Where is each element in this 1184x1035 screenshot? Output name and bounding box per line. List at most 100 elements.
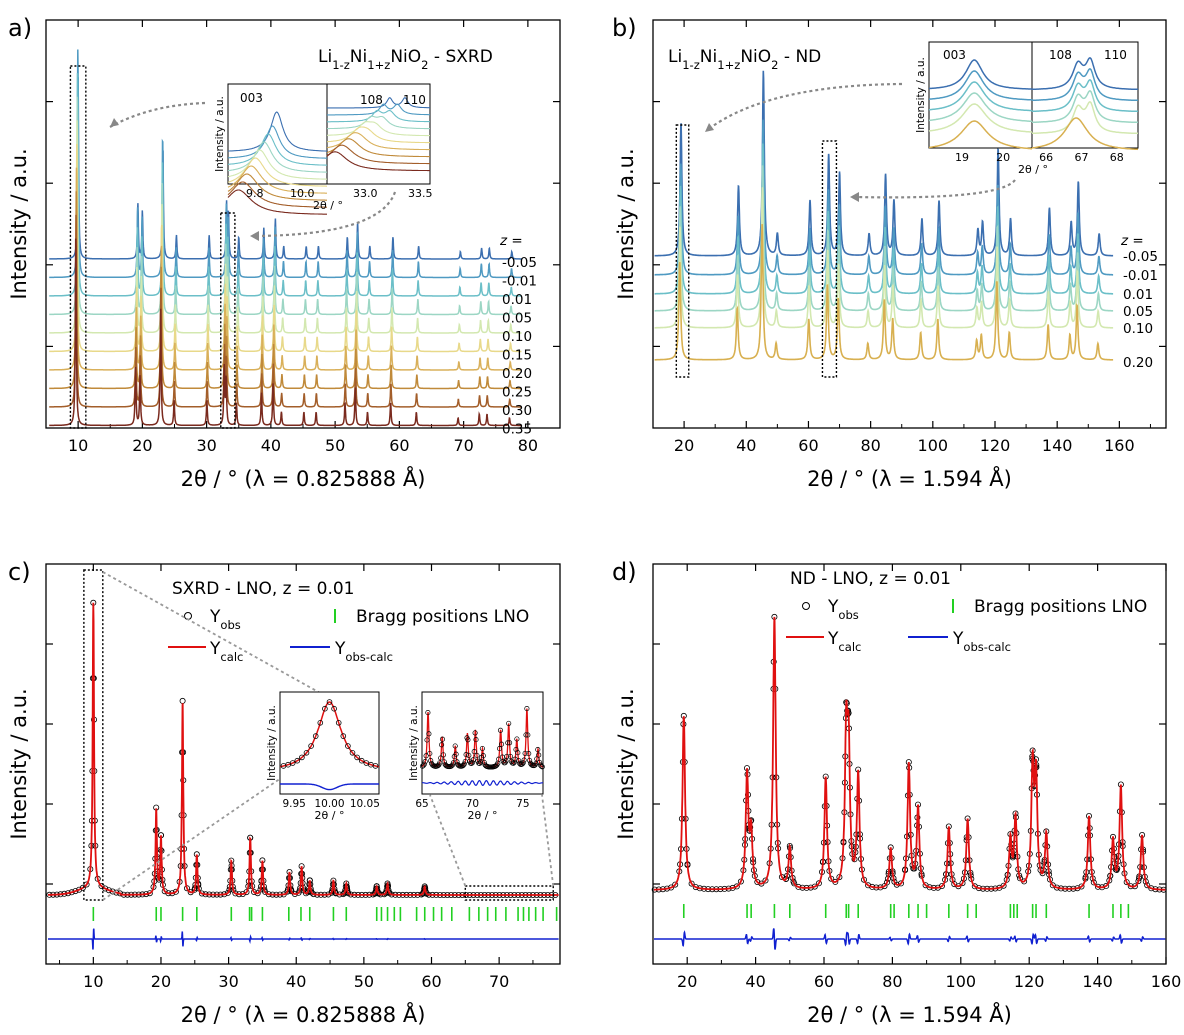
x-tick-label: 120 xyxy=(980,436,1011,455)
inset1-y-label: Intensity / a.u. xyxy=(266,705,278,781)
inset2-point xyxy=(523,732,529,738)
inset1-tick: 10.00 xyxy=(314,798,344,810)
inset2-x-label: 2θ / ° xyxy=(468,809,498,822)
calc-line xyxy=(48,602,559,896)
inset2-point xyxy=(533,760,539,767)
inset1-point xyxy=(326,699,333,705)
x-tick-label: 60 xyxy=(798,436,818,455)
inset2-point xyxy=(422,759,428,765)
legend-calc-label: Ycalc xyxy=(209,639,243,664)
inset2-point xyxy=(453,751,459,757)
observed-point xyxy=(815,880,822,887)
inset-left-line-1 xyxy=(928,70,1032,101)
observed-point xyxy=(733,883,740,890)
y-axis-label: Intensity / a.u. xyxy=(7,148,31,299)
inset2-point xyxy=(507,753,514,760)
x-tick-label: 40 xyxy=(261,436,281,455)
arrow-head-2 xyxy=(850,192,859,202)
y-axis-label: Intensity / a.u. xyxy=(614,688,638,839)
inset-tick: 9.8 xyxy=(246,187,264,200)
x-tick-label: 60 xyxy=(421,972,441,991)
inset2-diff xyxy=(422,779,544,787)
x-tick-label: 80 xyxy=(882,972,902,991)
observed-point xyxy=(161,888,168,895)
observed-point xyxy=(1078,883,1085,890)
x-tick-label: 140 xyxy=(1082,972,1113,991)
x-axis-label: 2θ / ° (λ = 1.594 Å) xyxy=(807,1001,1012,1027)
inset-y-label: Intensity / a.u. xyxy=(214,96,226,172)
inset2-point xyxy=(538,763,544,769)
panel-a: 10 20 30 40 50 60 70 80 2θ / ° (λ = 0.825888 Å) I… xyxy=(7,14,561,491)
legend-calc-label: Ycalc xyxy=(827,629,861,654)
inset2-point xyxy=(470,757,476,763)
inset2-point xyxy=(524,706,530,712)
inset2-point xyxy=(480,753,486,759)
series-line-1 xyxy=(49,49,522,279)
inset-left-line-4 xyxy=(227,149,327,180)
inset-left-line-2 xyxy=(228,133,327,166)
observed-point xyxy=(1144,882,1151,889)
x-tick-label: 30 xyxy=(196,436,216,455)
x-tick-label: 140 xyxy=(1042,436,1073,455)
inset1-point xyxy=(322,705,328,712)
legend-bragg-label: Bragg positions LNO xyxy=(974,597,1147,617)
legend-obs-label: Yobs xyxy=(209,607,241,632)
inset-right-line-7 xyxy=(326,138,430,158)
inset2-point xyxy=(427,750,433,757)
x-tick-label: 70 xyxy=(489,972,509,991)
observed-points xyxy=(651,613,1167,893)
observed-point xyxy=(76,886,83,893)
series-line-4 xyxy=(654,187,1114,329)
series-line-4 xyxy=(49,120,522,334)
panel-title: ND - LNO, z = 0.01 xyxy=(790,569,951,589)
x-tick-label: 30 xyxy=(218,972,238,991)
inset-tick: 67 xyxy=(1074,151,1088,164)
highlight-box-108 xyxy=(220,212,236,429)
inset2-point xyxy=(437,760,443,766)
panel-c: 10 20 30 40 50 60 70 2θ / ° (λ = 0.825888 Å) Int… xyxy=(7,558,561,1027)
highlight-box-108 xyxy=(821,140,838,378)
inset1-point xyxy=(289,760,296,766)
plot-frame xyxy=(45,563,561,965)
inset2-point xyxy=(424,737,430,743)
x-tick-label: 40 xyxy=(286,972,306,991)
series-label-0: -0.05 xyxy=(1123,249,1158,265)
inset2-point xyxy=(439,736,446,742)
inset2-point xyxy=(527,757,533,763)
x-tick-label: 60 xyxy=(389,436,409,455)
zoom-line-3 xyxy=(429,794,467,887)
inset-right-line-0 xyxy=(1032,57,1139,91)
inset2-point xyxy=(525,732,531,738)
x-tick-label: 100 xyxy=(918,436,949,455)
inset1-diff xyxy=(280,783,379,791)
inset2-point xyxy=(496,756,502,762)
inset-left-line-6 xyxy=(227,165,327,194)
inset-tick: 10.0 xyxy=(290,187,315,200)
arrow-head-2 xyxy=(250,231,259,241)
legend-obs-label: Yobs xyxy=(827,597,859,622)
inset2-tick: 65 xyxy=(415,798,428,810)
inset2-point xyxy=(452,743,458,749)
inset2-point xyxy=(469,760,475,766)
inset-tick: 19 xyxy=(955,151,969,164)
series-label-2: 0.01 xyxy=(502,292,532,308)
series-label-3: 0.05 xyxy=(1123,304,1153,320)
inset2-point xyxy=(498,741,505,747)
inset2-point xyxy=(497,746,503,752)
series-label-1: -0.01 xyxy=(502,274,537,290)
x-axis-label: 2θ / ° (λ = 0.825888 Å) xyxy=(181,465,426,491)
inset-label-108: 108 xyxy=(1049,48,1072,62)
inset-label-003: 003 xyxy=(943,48,966,62)
x-tick-label: 70 xyxy=(453,436,473,455)
panel-label: b) xyxy=(612,14,637,42)
inset-right-line-2 xyxy=(1032,79,1139,113)
arrow-line-2 xyxy=(254,191,397,238)
series-line-9 xyxy=(49,238,522,427)
legend-bragg-label: Bragg positions LNO xyxy=(356,607,529,627)
plot-frame xyxy=(652,19,1167,429)
inset-left-line-3 xyxy=(227,141,327,173)
inset-left-line-0 xyxy=(228,111,327,152)
observed-point xyxy=(1123,879,1130,886)
series-line-3 xyxy=(49,96,522,316)
